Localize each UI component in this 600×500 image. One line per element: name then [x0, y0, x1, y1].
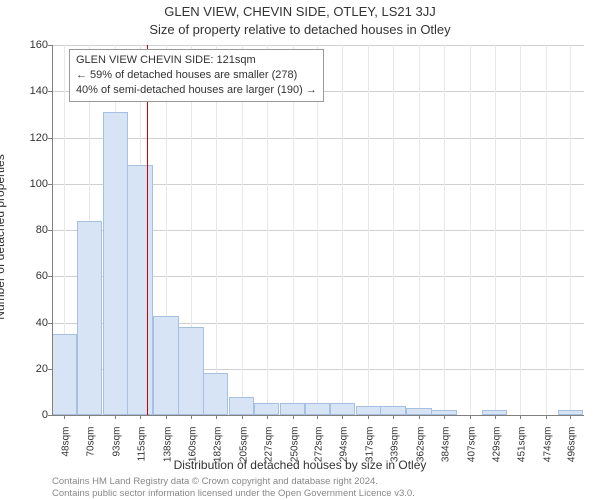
histogram-bar: [254, 403, 279, 415]
y-tick-label: 40: [8, 317, 48, 329]
histogram-bar: [305, 403, 330, 415]
chart-title-sub: Size of property relative to detached ho…: [0, 22, 600, 37]
histogram-bar: [229, 397, 254, 416]
histogram-bar: [52, 334, 77, 415]
histogram-bar: [280, 403, 305, 415]
histogram-bar: [153, 316, 178, 415]
x-tick-label: 227sqm: [263, 427, 274, 477]
annotation-line-1: GLEN VIEW CHEVIN SIDE: 121sqm: [76, 53, 317, 68]
x-tick-label: 93sqm: [112, 427, 123, 477]
histogram-bar: [203, 373, 228, 415]
histogram-bar: [330, 403, 355, 415]
y-tick-label: 80: [8, 224, 48, 236]
annotation-line-2: ← 59% of detached houses are smaller (27…: [76, 68, 317, 83]
x-tick-label: 115sqm: [137, 427, 148, 477]
x-tick-label: 160sqm: [187, 427, 198, 477]
x-tick-label: 182sqm: [212, 427, 223, 477]
x-tick-label: 138sqm: [163, 427, 174, 477]
y-axis-line: [52, 45, 53, 415]
x-tick-label: 70sqm: [86, 427, 97, 477]
y-tick-label: 0: [8, 409, 48, 421]
x-tick-label: 250sqm: [289, 427, 300, 477]
histogram-bar: [406, 408, 431, 415]
y-tick-label: 100: [8, 178, 48, 190]
x-tick-label: 362sqm: [416, 427, 427, 477]
x-tick-label: 429sqm: [491, 427, 502, 477]
x-tick-label: 294sqm: [339, 427, 350, 477]
annotation-box: GLEN VIEW CHEVIN SIDE: 121sqm← 59% of de…: [69, 49, 324, 102]
y-tick-label: 160: [8, 39, 48, 51]
x-axis-line: [52, 415, 584, 416]
x-tick-label: 451sqm: [516, 427, 527, 477]
property-size-histogram: GLEN VIEW, CHEVIN SIDE, OTLEY, LS21 3JJ …: [0, 0, 600, 500]
y-tick-label: 140: [8, 85, 48, 97]
plot-area: GLEN VIEW CHEVIN SIDE: 121sqm← 59% of de…: [52, 45, 584, 415]
x-tick-label: 205sqm: [238, 427, 249, 477]
x-tick-label: 384sqm: [440, 427, 451, 477]
gridline-v: [368, 45, 369, 415]
gridline-v: [419, 45, 420, 415]
histogram-bar: [178, 327, 203, 415]
histogram-bar: [380, 406, 405, 415]
x-tick-label: 407sqm: [466, 427, 477, 477]
histogram-bar: [127, 165, 152, 415]
gridline-v: [470, 45, 471, 415]
x-tick-label: 474sqm: [542, 427, 553, 477]
x-tick-label: 272sqm: [314, 427, 325, 477]
gridline-v: [393, 45, 394, 415]
y-tick-label: 20: [8, 363, 48, 375]
y-axis-title: Number of detached properties: [0, 127, 7, 347]
gridline-v: [520, 45, 521, 415]
y-tick-label: 60: [8, 270, 48, 282]
gridline-v: [444, 45, 445, 415]
histogram-bar: [103, 112, 128, 415]
histogram-bar: [356, 406, 381, 415]
footer-line-1: Contains HM Land Registry data © Crown c…: [52, 476, 378, 487]
x-tick-label: 496sqm: [567, 427, 578, 477]
gridline-v: [570, 45, 571, 415]
footer-line-2: Contains public sector information licen…: [52, 488, 415, 499]
x-tick-label: 317sqm: [365, 427, 376, 477]
y-tick-label: 120: [8, 132, 48, 144]
gridline-v: [342, 45, 343, 415]
annotation-line-3: 40% of semi-detached houses are larger (…: [76, 83, 317, 98]
x-tick-label: 339sqm: [390, 427, 401, 477]
gridline-v: [495, 45, 496, 415]
gridline-v: [546, 45, 547, 415]
chart-title-main: GLEN VIEW, CHEVIN SIDE, OTLEY, LS21 3JJ: [0, 4, 600, 19]
histogram-bar: [77, 221, 102, 415]
x-tick-label: 48sqm: [61, 427, 72, 477]
